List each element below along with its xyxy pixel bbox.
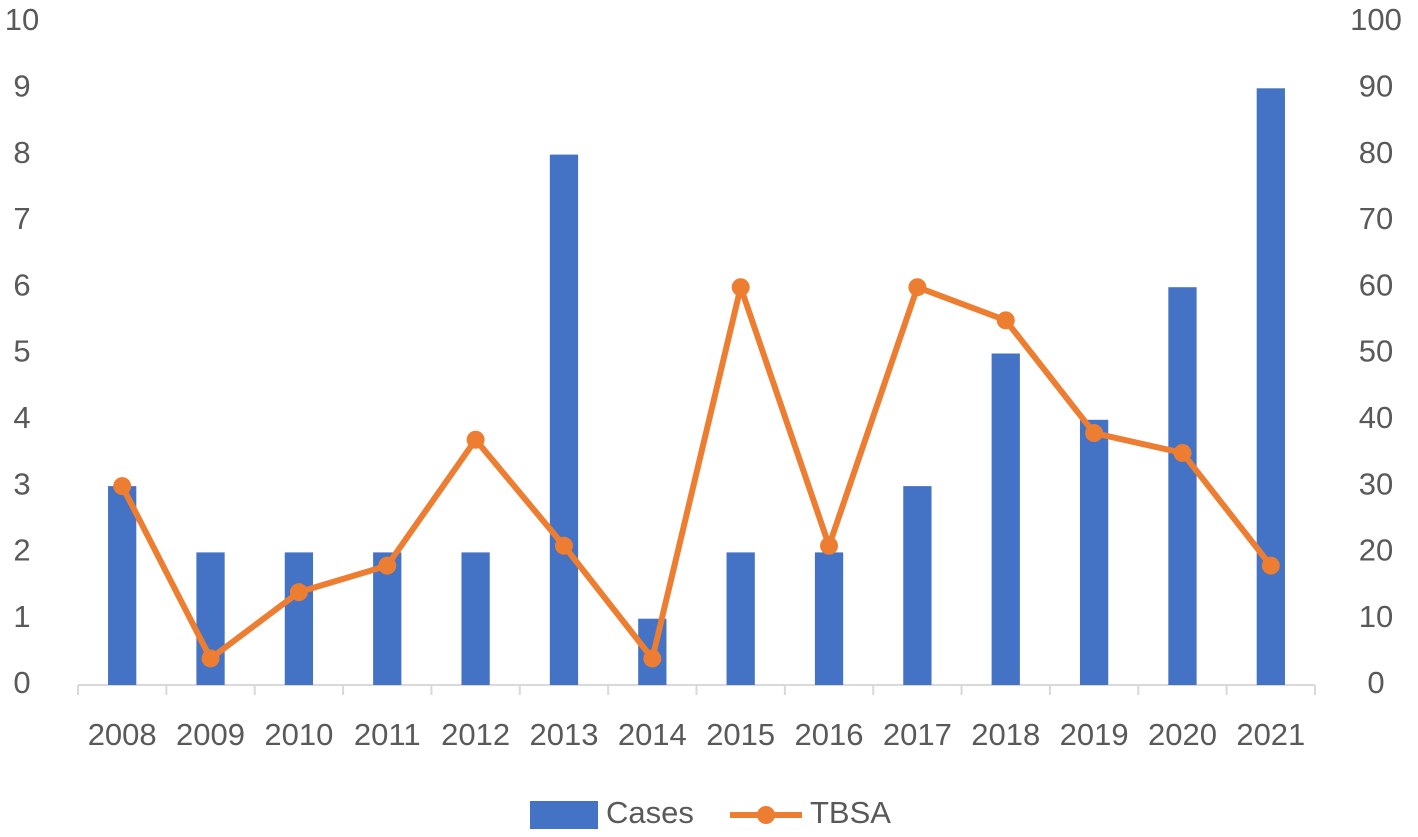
line-marker: [113, 477, 132, 496]
y-tick-label: 7: [13, 201, 30, 236]
x-tick-label: 2012: [441, 717, 510, 752]
bar: [461, 552, 490, 685]
bar: [108, 486, 137, 685]
y2-tick-label: 10: [1359, 599, 1393, 634]
y-tick-label: 2: [13, 533, 30, 568]
y2-tick-label: 80: [1359, 135, 1393, 170]
x-tick-label: 2019: [1060, 717, 1129, 752]
bar: [726, 552, 755, 685]
y2-tick-label: 100: [1350, 2, 1402, 37]
y2-tick-label: 70: [1359, 201, 1393, 236]
line-marker: [820, 536, 839, 555]
x-tick-label: 2013: [529, 717, 598, 752]
bar: [284, 552, 314, 685]
x-tick-label: 2020: [1148, 717, 1217, 752]
bar: [1079, 419, 1109, 685]
legend-label: Cases: [606, 795, 694, 830]
bar: [903, 486, 932, 685]
y-tick-label: 1: [13, 599, 30, 634]
y2-tick-label: 30: [1359, 466, 1393, 501]
y2-tick-label: 0: [1367, 665, 1384, 700]
line-marker: [908, 278, 927, 297]
bar: [991, 353, 1020, 685]
line-marker: [731, 278, 750, 297]
y-tick-label: 8: [13, 135, 30, 170]
y2-tick-label: 20: [1359, 533, 1393, 568]
x-tick-label: 2014: [618, 717, 687, 752]
line-marker: [1261, 556, 1280, 575]
x-tick-label: 2018: [971, 717, 1040, 752]
bar: [1168, 287, 1197, 685]
bar: [1256, 88, 1285, 686]
line-marker: [466, 430, 485, 449]
line-marker: [643, 649, 662, 668]
line: [119, 284, 1274, 662]
y2-tick-label: 90: [1359, 68, 1393, 103]
y-tick-label: 10: [5, 2, 39, 37]
line-marker: [1085, 424, 1104, 443]
x-tick-label: 2021: [1236, 717, 1305, 752]
y2-tick-label: 60: [1359, 267, 1393, 302]
x-tick-label: 2009: [176, 717, 245, 752]
x-tick-label: 2015: [706, 717, 775, 752]
line-marker: [554, 536, 573, 555]
y-tick-label: 5: [13, 334, 30, 369]
line-marker: [1173, 443, 1192, 462]
bar: [549, 154, 579, 686]
line-marker: [378, 556, 397, 575]
bar: [814, 552, 844, 685]
legend-swatch-marker: [757, 806, 775, 824]
y-tick-label: 9: [13, 68, 30, 103]
x-tick-label: 2017: [883, 717, 952, 752]
y2-tick-label: 40: [1359, 400, 1393, 435]
y-tick-label: 0: [13, 665, 30, 700]
y-tick-label: 3: [13, 466, 30, 501]
y-tick-label: 6: [13, 267, 30, 302]
x-tick-label: 2011: [354, 717, 421, 752]
y-tick-label: 4: [13, 400, 30, 435]
line-marker: [289, 583, 308, 602]
legend-swatch: [530, 801, 598, 829]
x-tick-label: 2016: [795, 717, 864, 752]
line-marker: [996, 311, 1015, 330]
legend-label: TBSA: [810, 795, 891, 830]
line-marker: [201, 649, 220, 668]
x-tick-label: 2008: [88, 717, 157, 752]
x-tick-label: 2010: [264, 717, 333, 752]
y2-tick-label: 50: [1359, 334, 1393, 369]
